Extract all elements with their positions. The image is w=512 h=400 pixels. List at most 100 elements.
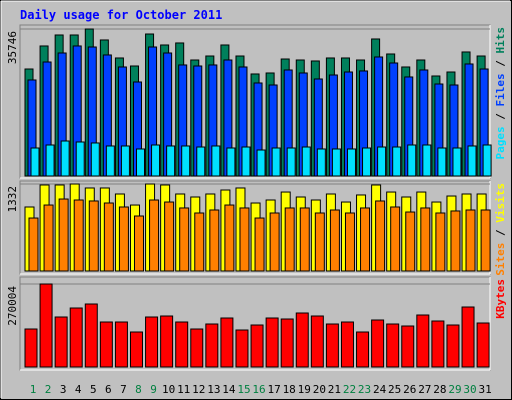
bar [209, 209, 220, 272]
x-tick-label: 10 [162, 383, 175, 396]
bar [360, 207, 371, 272]
x-tick-label: 9 [150, 383, 157, 396]
bar [45, 144, 55, 177]
x-tick-label: 13 [207, 383, 220, 396]
bar [160, 315, 174, 368]
x-tick-label: 11 [177, 383, 190, 396]
bar [452, 147, 462, 177]
bar [310, 315, 324, 368]
x-tick-label: 26 [403, 383, 416, 396]
legend-separator: / [494, 107, 507, 127]
bar [164, 201, 175, 272]
bar [194, 212, 205, 272]
y-tick-label: 1332 [6, 186, 19, 213]
legend-entry: KBytes [494, 279, 507, 319]
x-tick-label: 20 [313, 383, 326, 396]
bar [254, 217, 265, 272]
x-tick-label: 28 [433, 383, 446, 396]
x-tick-label: 12 [192, 383, 205, 396]
bar [151, 144, 161, 177]
bar [446, 324, 460, 368]
bar [271, 147, 281, 177]
bar [190, 328, 204, 368]
bar [75, 141, 85, 177]
bar [340, 321, 354, 368]
bar [73, 199, 84, 272]
x-tick-label: 21 [328, 383, 341, 396]
legend-separator: / [494, 223, 507, 243]
bar [465, 209, 476, 272]
bar [299, 207, 310, 272]
bar [437, 147, 447, 177]
chart-title: Daily usage for October 2011 [20, 8, 222, 22]
bar [461, 306, 475, 368]
legend-entry: Files [494, 73, 507, 106]
bar [482, 144, 492, 177]
x-tick-label: 29 [448, 383, 461, 396]
bar [344, 212, 355, 272]
bar [114, 321, 128, 368]
bar [60, 140, 70, 177]
bar [205, 323, 219, 368]
legend-entry: Visits [494, 183, 507, 223]
bar [435, 212, 446, 272]
bar [450, 210, 461, 272]
x-tick-label: 3 [60, 383, 67, 396]
bar [269, 212, 280, 272]
bar [422, 144, 432, 177]
bar [105, 145, 115, 177]
bar [356, 331, 370, 368]
bar [235, 329, 249, 368]
bar [211, 145, 221, 177]
bar [84, 303, 98, 368]
bar [58, 198, 69, 272]
bar [224, 204, 235, 272]
x-tick-label: 5 [90, 383, 97, 396]
legend: Sites / Visits [494, 183, 507, 276]
bar [30, 147, 40, 177]
legend-separator: / [494, 54, 507, 74]
bar [28, 217, 39, 272]
x-tick-label: 19 [298, 383, 311, 396]
bar [181, 145, 191, 177]
legend-entry: Sites [494, 243, 507, 276]
bar [480, 209, 491, 272]
y-tick-label: 35746 [6, 31, 19, 64]
bar [256, 149, 266, 177]
bar [405, 211, 416, 272]
bar [99, 321, 113, 368]
x-tick-label: 25 [388, 383, 401, 396]
bar [280, 318, 294, 368]
legend-entry: Hits [494, 27, 507, 54]
bar [90, 142, 100, 177]
bar [362, 147, 372, 177]
x-tick-label: 4 [75, 383, 82, 396]
bar [467, 145, 477, 177]
bar [420, 207, 431, 272]
bar [331, 148, 341, 177]
bar [135, 148, 145, 177]
bar [24, 328, 38, 368]
bar [392, 146, 402, 177]
bar [286, 147, 296, 177]
bar [416, 314, 430, 368]
x-tick-label: 22 [343, 383, 356, 396]
bar [149, 199, 160, 272]
x-tick-label: 27 [418, 383, 431, 396]
bar [265, 317, 279, 368]
bar [476, 322, 490, 368]
bar [375, 200, 386, 272]
bar [316, 148, 326, 177]
bar [118, 206, 129, 272]
bar [133, 215, 144, 272]
x-tick-label: 15 [237, 383, 250, 396]
bar [301, 146, 311, 177]
x-tick-label: 8 [135, 383, 142, 396]
bar [129, 331, 143, 368]
legend: KBytes [494, 279, 507, 319]
x-tick-label: 31 [478, 383, 491, 396]
bar [175, 321, 189, 368]
x-tick-label: 16 [252, 383, 265, 396]
x-tick-label: 23 [358, 383, 371, 396]
bar [88, 200, 99, 272]
